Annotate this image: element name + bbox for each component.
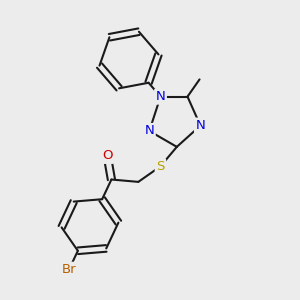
Text: Br: Br (61, 263, 76, 276)
Text: O: O (102, 149, 112, 162)
Text: N: N (145, 124, 154, 137)
Text: N: N (196, 119, 205, 132)
Text: N: N (156, 90, 165, 103)
Text: S: S (156, 160, 165, 173)
